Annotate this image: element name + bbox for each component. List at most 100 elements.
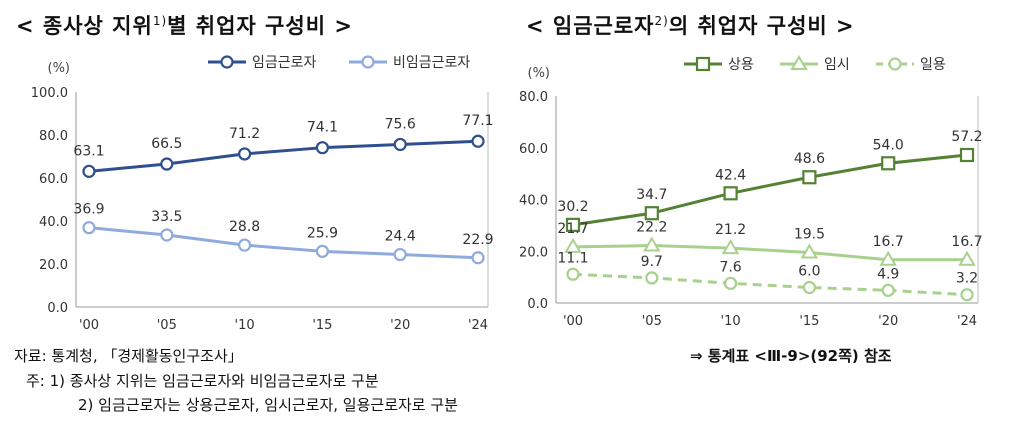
data-point bbox=[238, 238, 252, 252]
data-label: 48.6 bbox=[794, 151, 825, 167]
data-point bbox=[564, 237, 582, 253]
series-line-0 bbox=[572, 153, 968, 227]
data-label: 63.1 bbox=[73, 143, 104, 159]
data-label: 11.1 bbox=[557, 250, 588, 266]
y-tick-label: 100.0 bbox=[31, 86, 68, 101]
data-label: 22.2 bbox=[636, 220, 667, 236]
x-tick-label: '05 bbox=[157, 318, 177, 333]
data-label: 19.5 bbox=[794, 227, 825, 243]
y-tick-label: 60.0 bbox=[519, 142, 548, 157]
data-label: 77.1 bbox=[462, 113, 493, 129]
data-point bbox=[160, 228, 174, 242]
data-point bbox=[393, 137, 407, 152]
data-point bbox=[315, 141, 329, 155]
data-point bbox=[800, 243, 819, 259]
source-note: 자료: 통계청, 「경제활동인구조사」 bbox=[14, 347, 243, 365]
data-label: 54.0 bbox=[873, 137, 904, 153]
legend-label: 상용 bbox=[728, 57, 754, 73]
y-tick-label: 80.0 bbox=[39, 129, 68, 144]
legend-marker bbox=[888, 57, 902, 71]
data-label: 30.2 bbox=[557, 199, 588, 215]
y-tick-label: 0.0 bbox=[47, 301, 68, 316]
data-point bbox=[723, 276, 738, 290]
data-label: 4.9 bbox=[877, 266, 899, 282]
data-label: 42.4 bbox=[715, 167, 746, 183]
data-point bbox=[644, 206, 659, 221]
y-tick-label: 80.0 bbox=[519, 90, 548, 105]
data-point bbox=[643, 236, 661, 252]
x-tick-label: '15 bbox=[799, 314, 819, 329]
data-point bbox=[566, 267, 580, 281]
footnote-1: 주: 1) 종사상 지위는 임금근로자와 비임금근로자로 구분 bbox=[26, 372, 379, 390]
right-title-footnote-mark: 2) bbox=[654, 14, 669, 28]
data-label: 74.1 bbox=[307, 120, 338, 136]
data-label: 24.4 bbox=[385, 229, 416, 245]
data-label: 25.9 bbox=[307, 225, 338, 241]
data-point bbox=[881, 156, 896, 171]
left-title-footnote-mark: 1) bbox=[152, 14, 168, 28]
data-label: 3.2 bbox=[956, 271, 978, 287]
data-point bbox=[802, 280, 817, 295]
table-reference: ⇒ 통계표 <Ⅲ-9>(92쪽) 참조 bbox=[690, 347, 892, 365]
data-label: 66.5 bbox=[151, 136, 182, 152]
data-point bbox=[802, 170, 817, 185]
legend-label: 일용 bbox=[920, 57, 946, 73]
data-label: 21.2 bbox=[715, 222, 746, 238]
data-point bbox=[315, 244, 329, 258]
data-point bbox=[881, 283, 895, 297]
legend-label: 임시 bbox=[824, 57, 850, 73]
data-label: 22.9 bbox=[462, 232, 493, 248]
data-point bbox=[471, 134, 485, 148]
x-tick-label: '15 bbox=[312, 318, 332, 333]
data-label: 9.7 bbox=[641, 254, 663, 270]
legend-marker bbox=[361, 55, 375, 69]
data-point bbox=[879, 250, 897, 266]
data-label: 36.9 bbox=[73, 202, 104, 218]
y-tick-label: 20.0 bbox=[519, 245, 548, 260]
series-line-1 bbox=[572, 244, 967, 262]
data-point bbox=[723, 186, 738, 201]
data-point bbox=[160, 157, 174, 171]
series-line-0 bbox=[88, 139, 479, 173]
y-tick-label: 40.0 bbox=[519, 194, 548, 209]
data-label: 7.6 bbox=[719, 259, 741, 275]
right-title-rest: 의 취업자 구성비 > bbox=[668, 14, 855, 38]
legend-label: 임금근로자 bbox=[252, 55, 317, 71]
legend-marker bbox=[790, 55, 808, 70]
left-chart-title: < 종사상 지위1)별 취업자 구성비 > bbox=[16, 10, 353, 40]
left-title-rest: 별 취업자 구성비 > bbox=[167, 14, 353, 38]
right-title-main: < 임금근로자 bbox=[526, 14, 655, 38]
data-point bbox=[238, 147, 252, 161]
unit-label: (%) bbox=[528, 66, 551, 81]
data-point bbox=[959, 147, 975, 163]
unit-label: (%) bbox=[48, 61, 71, 76]
y-tick-label: 60.0 bbox=[39, 172, 68, 187]
data-point bbox=[645, 271, 659, 285]
series-line-2 bbox=[572, 272, 968, 297]
x-tick-label: '00 bbox=[79, 318, 99, 333]
right-chart-title: < 임금근로자2)의 취업자 구성비 > bbox=[526, 10, 855, 40]
data-label: 16.7 bbox=[873, 234, 904, 250]
data-point bbox=[471, 251, 485, 265]
y-tick-label: 20.0 bbox=[39, 258, 68, 273]
data-label: 28.8 bbox=[229, 219, 260, 235]
x-tick-label: '20 bbox=[878, 314, 898, 329]
footnote-2: 2) 임금근로자는 상용근로자, 임시근로자, 일용근로자로 구분 bbox=[78, 396, 458, 414]
legend-marker bbox=[220, 55, 234, 69]
x-tick-label: '10 bbox=[235, 318, 255, 333]
x-tick-label: '24 bbox=[957, 314, 977, 329]
data-point bbox=[82, 221, 96, 235]
data-label: 75.6 bbox=[385, 116, 416, 132]
data-point bbox=[565, 217, 581, 232]
legend-marker bbox=[695, 56, 711, 72]
data-point bbox=[960, 288, 974, 302]
data-label: 21.7 bbox=[557, 221, 588, 237]
data-point bbox=[82, 164, 96, 178]
data-label: 71.2 bbox=[229, 126, 260, 142]
x-tick-label: '24 bbox=[468, 318, 488, 333]
y-tick-label: 40.0 bbox=[39, 215, 68, 230]
data-point bbox=[958, 250, 976, 266]
data-point bbox=[393, 247, 407, 262]
left-title-main: < 종사상 지위 bbox=[16, 14, 153, 38]
